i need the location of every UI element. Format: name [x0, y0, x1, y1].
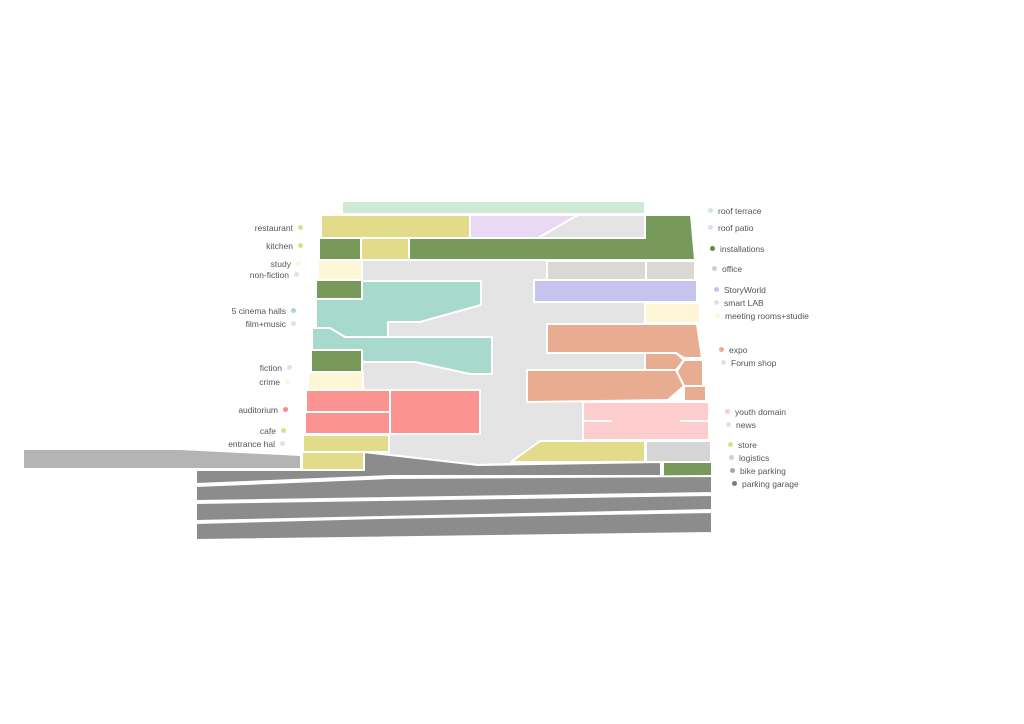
- legend-storyworld: StoryWorld: [714, 284, 766, 295]
- fiction-block: [310, 349, 363, 373]
- legend-cinema-halls: 5 cinema halls: [232, 305, 296, 316]
- legend-news: news: [726, 419, 756, 430]
- film-music-dot: [291, 321, 296, 327]
- auditorium-block-a: [305, 389, 391, 413]
- auditorium-dot: [283, 407, 288, 413]
- legend-forum-shop: Forum shop: [721, 357, 776, 368]
- logistics-block: [645, 440, 712, 463]
- parking-garage-dot: [732, 481, 737, 487]
- entrance-hal-dot: [280, 441, 285, 447]
- store-dot: [728, 442, 733, 448]
- legend-office: office: [712, 263, 742, 274]
- legend-expo: expo: [719, 344, 747, 355]
- logistics-dot: [729, 455, 734, 461]
- roof-terrace-block: [341, 200, 646, 215]
- legend-entrance-hal: entrance hal: [228, 438, 285, 449]
- forum-shop-dot: [721, 360, 726, 366]
- meeting-rooms-dot: [715, 313, 720, 319]
- legend-restaurant: restaurant: [255, 222, 303, 233]
- legend-study: study: [271, 258, 301, 269]
- auditorium-block-c: [389, 389, 481, 435]
- expo-block-lower: [526, 369, 685, 403]
- parking-level-1: [195, 451, 662, 485]
- meeting-rooms-block: [644, 302, 701, 324]
- legend-roof-patio: roof patio: [708, 222, 753, 233]
- non-fiction-dot: [294, 272, 299, 278]
- legend-bike-parking: bike parking: [730, 465, 786, 476]
- study-dot: [296, 261, 301, 267]
- bike-parking-dot: [730, 468, 735, 474]
- roof-terrace-dot: [708, 208, 713, 214]
- installations-dot: [710, 246, 715, 252]
- legend-meeting-rooms: meeting rooms+studie: [715, 310, 809, 321]
- crime-block: [307, 371, 364, 391]
- legend-film-music: film+music: [246, 318, 296, 329]
- auditorium-block-b: [304, 411, 391, 435]
- expo-block-upper: [546, 323, 703, 359]
- legend-parking-garage: parking garage: [732, 478, 799, 489]
- office-dot: [712, 266, 717, 272]
- legend-fiction: fiction: [260, 362, 292, 373]
- youth-domain-dot: [725, 409, 730, 415]
- restaurant-block: [320, 214, 471, 239]
- office-block-a: [546, 260, 647, 281]
- entrance-ramp: [22, 448, 302, 470]
- parking-level-4: [195, 511, 713, 541]
- cinema-halls-dot: [291, 308, 296, 314]
- storyworld-dot: [714, 287, 719, 293]
- smart-lab-dot: [714, 300, 719, 306]
- non-fiction-block: [315, 279, 363, 300]
- roof-patio-dot: [708, 225, 713, 231]
- cinema-hall-lower: [311, 327, 493, 375]
- bike-parking-block: [662, 461, 713, 478]
- parking-level-2: [195, 475, 713, 502]
- expo-dot: [719, 347, 724, 353]
- legend-roof-terrace: roof terrace: [708, 205, 761, 216]
- legend-kitchen: kitchen: [266, 240, 303, 251]
- expo-shop-c: [683, 385, 707, 402]
- legend-non-fiction: non-fiction: [250, 269, 299, 280]
- office-block-b: [645, 260, 696, 281]
- storyworld-block: [533, 279, 698, 303]
- legend-installations: installations: [710, 243, 764, 254]
- study-block: [317, 259, 363, 281]
- parking-level-3: [195, 494, 713, 522]
- legend-cafe: cafe: [260, 425, 286, 436]
- kitchen-store-block: [360, 237, 410, 261]
- crime-dot: [285, 379, 290, 385]
- legend-youth-domain: youth domain: [725, 406, 786, 417]
- legend-store: store: [728, 439, 757, 450]
- restaurant-dot: [298, 225, 303, 231]
- legend-crime: crime: [259, 376, 290, 387]
- fiction-dot: [287, 365, 292, 371]
- legend-logistics: logistics: [729, 452, 769, 463]
- cafe-dot: [281, 428, 286, 434]
- entrance-block: [301, 451, 365, 471]
- kitchen-block: [318, 237, 362, 261]
- cafe-block: [302, 434, 390, 453]
- legend-auditorium: auditorium: [238, 404, 288, 415]
- expo-shop-a: [644, 352, 685, 371]
- kitchen-dot: [298, 243, 303, 249]
- news-dot: [726, 422, 731, 428]
- legend-smart-lab: smart LAB: [714, 297, 764, 308]
